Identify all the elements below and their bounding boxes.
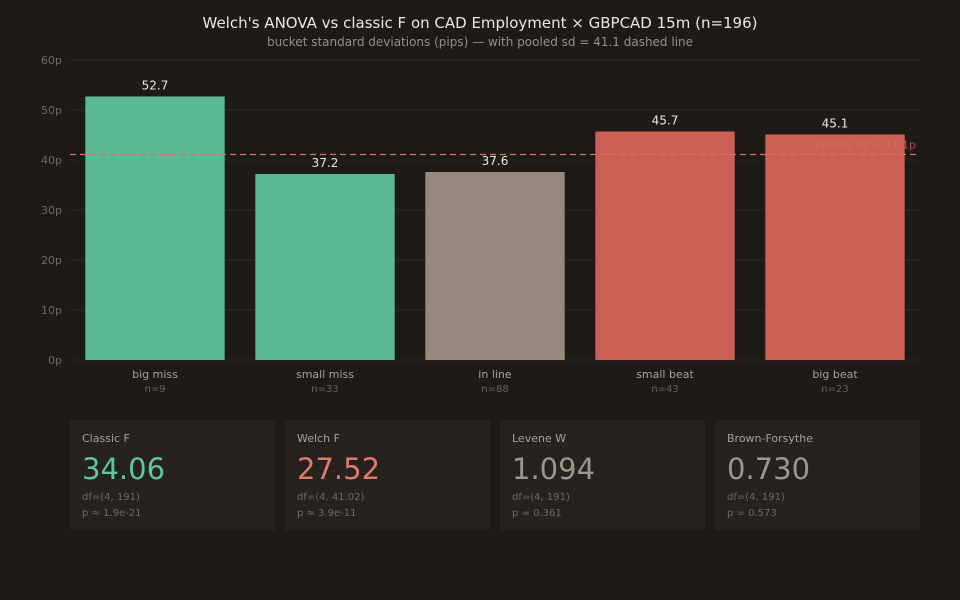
bar-value-label: 37.6 [482, 154, 509, 168]
y-tick-label: 20p [41, 254, 62, 267]
chart-title: Welch's ANOVA vs classic F on CAD Employ… [203, 14, 758, 32]
x-tick-label: small beat [636, 368, 694, 381]
stat-label: Classic F [82, 432, 130, 445]
stat-df: df=(4, 191) [727, 491, 785, 503]
bars: 52.7 big miss n=9 37.2 small miss n=33 37.6 in … [85, 79, 905, 395]
stat-p-value: p ≈ 3.9e-11 [297, 507, 357, 519]
stat-card-welch-f: Welch F 27.52 df=(4, 41.02) p ≈ 3.9e-11 [285, 420, 490, 530]
stats-panel: Classic F 34.06 df=(4, 191) p ≈ 1.9e-21 … [70, 420, 920, 530]
bar [425, 172, 565, 360]
bar [765, 134, 905, 360]
stat-card-classic-f: Classic F 34.06 df=(4, 191) p ≈ 1.9e-21 [70, 420, 275, 530]
bar-chart: Welch's ANOVA vs classic F on CAD Employ… [41, 14, 920, 395]
bar [255, 174, 395, 360]
y-tick-label: 40p [41, 154, 62, 167]
bucket-count: n=9 [144, 384, 165, 395]
y-tick-label: 50p [41, 104, 62, 117]
stat-p-value: p = 0.573 [727, 507, 777, 519]
bar [595, 131, 735, 360]
stat-value: 27.52 [297, 452, 381, 486]
y-tick-label: 60p [41, 54, 62, 67]
stat-df: df=(4, 191) [82, 491, 140, 503]
bar-value-label: 45.1 [822, 117, 849, 131]
x-tick-label: big beat [812, 368, 858, 381]
chart-subtitle: bucket standard deviations (pips) — with… [267, 35, 693, 49]
stat-card-brown-forsythe: Brown-Forsythe 0.730 df=(4, 191) p = 0.5… [715, 420, 920, 530]
stat-card-levene-w: Levene W 1.094 df=(4, 191) p = 0.361 [500, 420, 705, 530]
stat-value: 34.06 [82, 452, 166, 486]
x-tick-label: small miss [296, 368, 354, 381]
stat-label: Welch F [297, 432, 340, 445]
stat-value: 1.094 [512, 452, 596, 486]
bucket-count: n=33 [311, 384, 338, 395]
y-tick-label: 0p [48, 354, 62, 367]
pooled-sd-label: pooled sd = 41.1p [815, 139, 916, 152]
bar-value-label: 45.7 [652, 114, 679, 128]
x-tick-label: in line [478, 368, 512, 381]
y-tick-label: 10p [41, 304, 62, 317]
bucket-count: n=23 [821, 384, 848, 395]
stat-df: df=(4, 41.02) [297, 491, 365, 503]
stat-value: 0.730 [727, 452, 811, 486]
stat-label: Levene W [512, 432, 567, 445]
stat-label: Brown-Forsythe [727, 432, 813, 445]
bucket-count: n=88 [481, 384, 508, 395]
bar-value-label: 52.7 [142, 79, 169, 93]
bucket-count: n=43 [651, 384, 678, 395]
bar-value-label: 37.2 [312, 156, 339, 170]
stat-df: df=(4, 191) [512, 491, 570, 503]
stat-p-value: p ≈ 1.9e-21 [82, 507, 142, 519]
bar [85, 96, 225, 360]
y-tick-label: 30p [41, 204, 62, 217]
stat-p-value: p = 0.361 [512, 507, 562, 519]
x-tick-label: big miss [132, 368, 178, 381]
